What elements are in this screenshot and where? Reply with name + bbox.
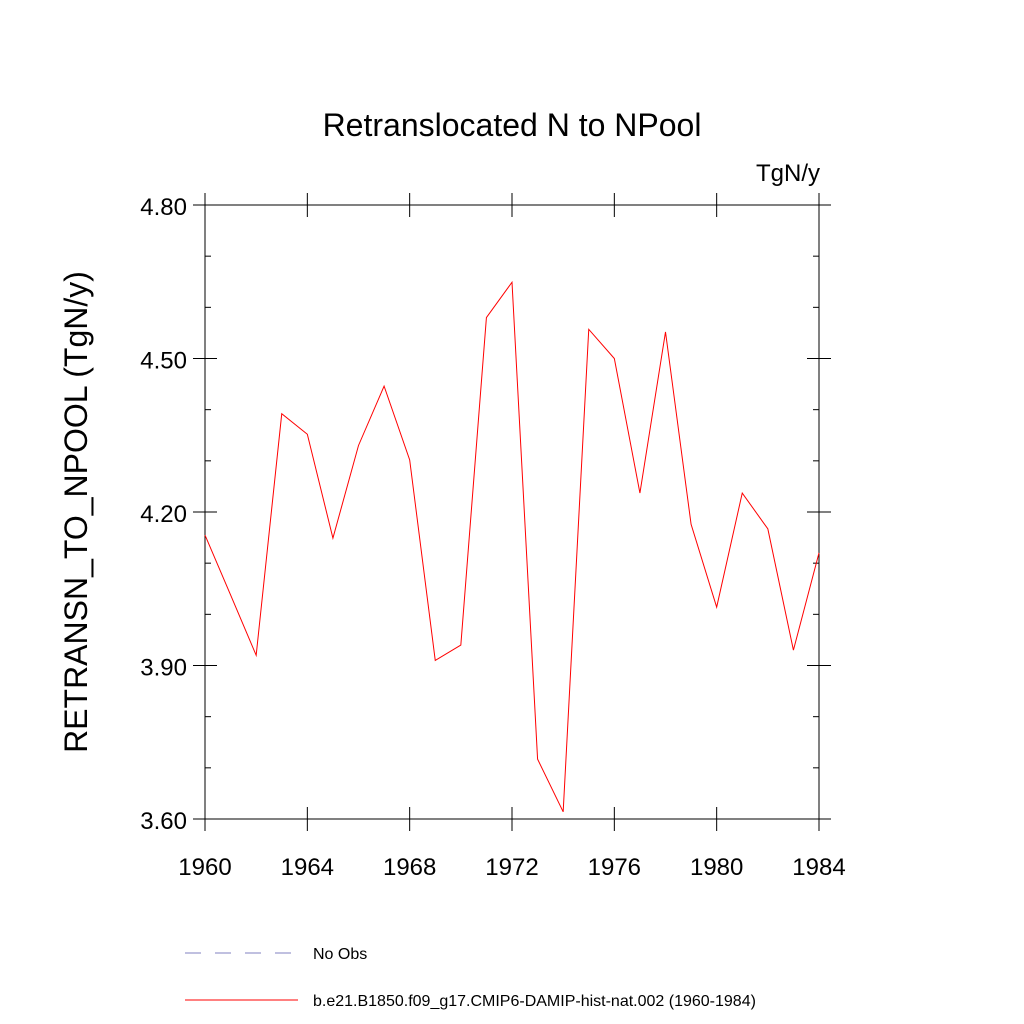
chart-title: Retranslocated N to NPool bbox=[323, 107, 702, 143]
y-tick-label: 3.90 bbox=[140, 655, 187, 682]
x-axis: 1960 1964 1968 1972 1976 1980 1984 bbox=[178, 193, 846, 881]
y-tick-label: 4.80 bbox=[140, 194, 187, 221]
y-tick-label: 4.50 bbox=[140, 348, 187, 375]
series-layer bbox=[204, 280, 820, 813]
x-tick-label: 1960 bbox=[178, 854, 231, 881]
units-label: TgN/y bbox=[756, 160, 820, 187]
series-line bbox=[204, 280, 820, 813]
x-tick-label: 1972 bbox=[485, 854, 538, 881]
x-tick-label: 1980 bbox=[690, 854, 743, 881]
x-tick-label: 1976 bbox=[588, 854, 641, 881]
y-tick-label: 3.60 bbox=[140, 808, 187, 835]
y-tick-label: 4.20 bbox=[140, 501, 187, 528]
x-tick-label: 1984 bbox=[792, 854, 845, 881]
x-tick-label: 1968 bbox=[383, 854, 436, 881]
x-tick-label: 1964 bbox=[281, 854, 334, 881]
plot-frame bbox=[204, 204, 820, 820]
y-axis: 3.60 3.90 4.20 4.50 4.80 bbox=[140, 194, 831, 835]
legend-label: No Obs bbox=[313, 946, 367, 963]
y-axis-label: RETRANSN_TO_NPOOL (TgN/y) bbox=[58, 271, 94, 753]
legend-label: b.e21.B1850.f09_g17.CMIP6-DAMIP-hist-nat… bbox=[313, 993, 756, 1010]
legend: No Obs b.e21.B1850.f09_g17.CMIP6-DAMIP-hi… bbox=[185, 946, 756, 1010]
